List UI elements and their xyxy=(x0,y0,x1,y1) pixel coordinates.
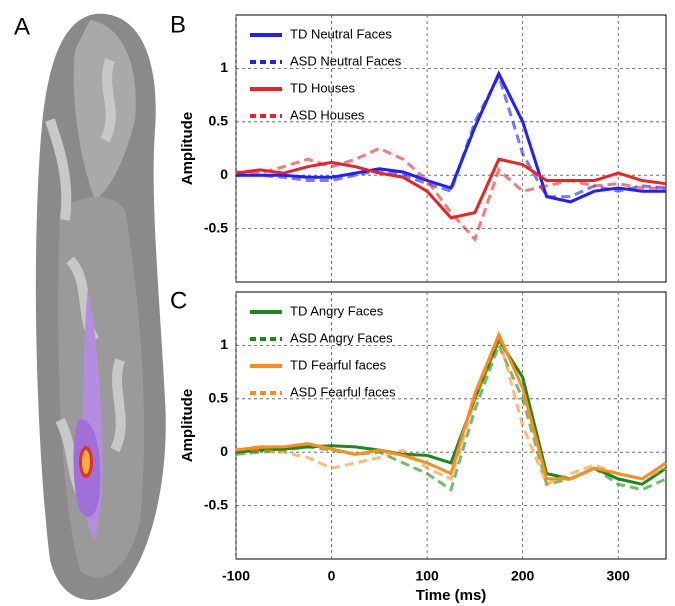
y-tick-label: 0.5 xyxy=(209,390,229,406)
y-tick-label: -0.5 xyxy=(204,496,228,512)
y-tick-label: 1 xyxy=(220,336,228,352)
y-tick-label: 0.5 xyxy=(209,113,229,129)
legend-label: TD Neutral Faces xyxy=(290,26,392,41)
data-line xyxy=(235,330,667,481)
data-line xyxy=(235,332,667,487)
x-tick-label: 100 xyxy=(415,568,439,584)
x-tick-label: 300 xyxy=(607,568,631,584)
legend-label: TD Houses xyxy=(290,80,356,95)
legend-label: TD Fearful faces xyxy=(290,357,387,372)
data-line xyxy=(236,70,666,204)
y-tick-label: 0 xyxy=(220,166,228,182)
x-tick-label: -100 xyxy=(222,568,250,584)
y-tick-label: 0 xyxy=(220,443,228,459)
panel-label: B xyxy=(170,11,186,38)
legend-label: ASD Angry Faces xyxy=(290,330,393,345)
x-tick-label: 200 xyxy=(511,568,535,584)
panel-label: C xyxy=(170,287,187,314)
x-axis-label: Time (ms) xyxy=(416,587,487,604)
legend-label: ASD Houses xyxy=(290,107,365,122)
legend-label: ASD Neutral Faces xyxy=(290,53,402,68)
brain-image xyxy=(35,13,166,601)
y-tick-label: -0.5 xyxy=(204,219,228,235)
y-axis-label: Amplitude xyxy=(179,112,196,185)
data-line xyxy=(235,146,666,243)
x-tick-label: 0 xyxy=(328,568,336,584)
legend-label: ASD Fearful faces xyxy=(290,384,396,399)
panel-label: A xyxy=(14,13,30,40)
y-axis-label: Amplitude xyxy=(179,389,196,462)
legend-label: TD Angry Faces xyxy=(290,303,384,318)
y-tick-label: 1 xyxy=(220,59,228,75)
data-line xyxy=(235,157,667,220)
